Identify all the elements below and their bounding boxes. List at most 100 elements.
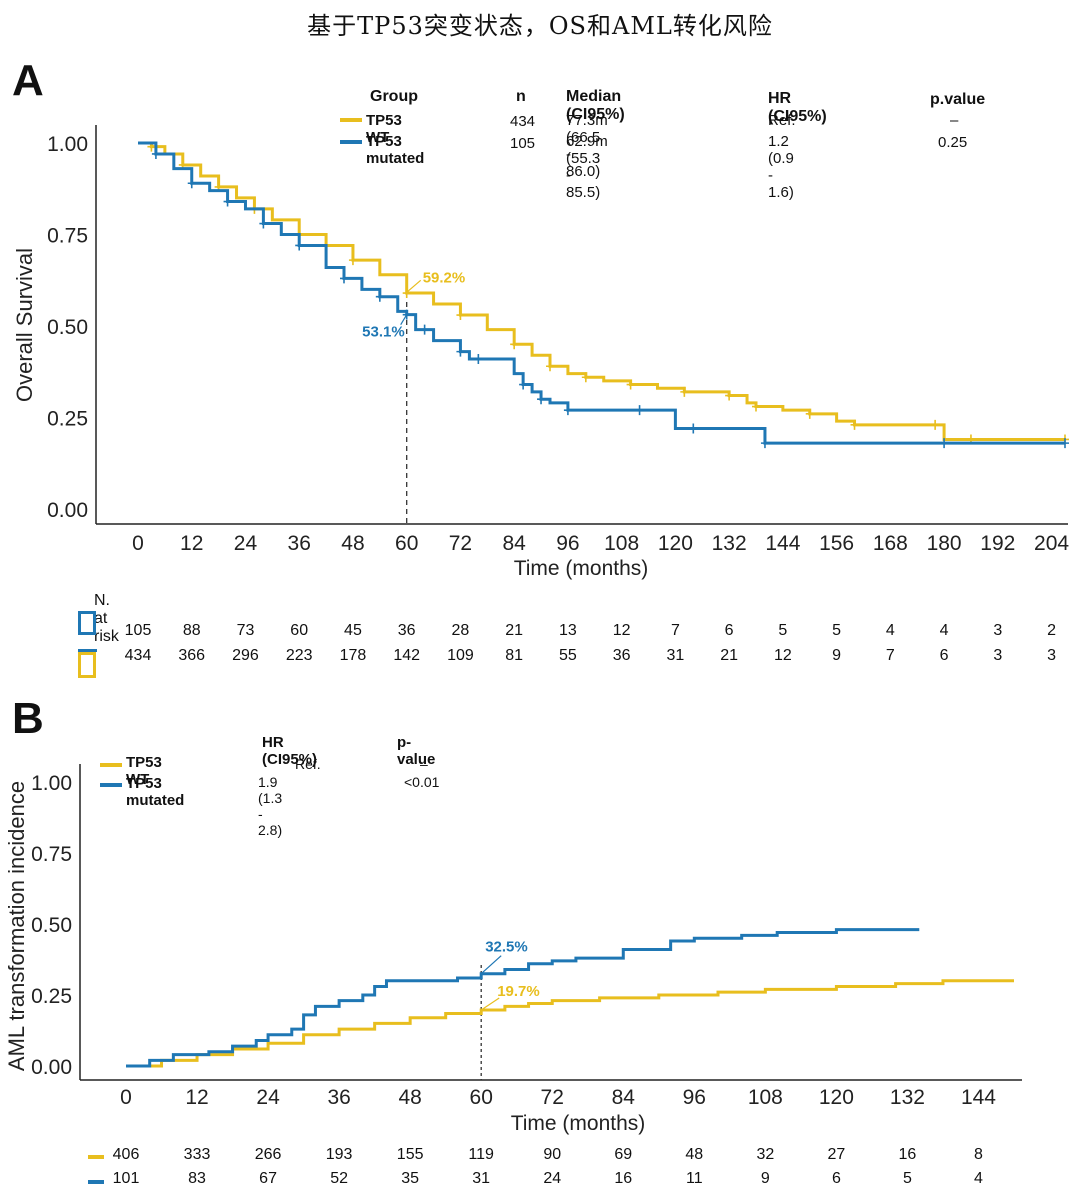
x-tick-label: 36 (288, 532, 311, 555)
risk-b-mutated-count: 6 (831, 1170, 841, 1187)
risk-a-mutated-count: 6 (724, 622, 734, 639)
risk-a-wt-count: 142 (393, 647, 421, 664)
risk-a-mutated-count: 28 (451, 622, 470, 639)
annotation-leader (400, 314, 408, 325)
y-tick-label: 0.50 (47, 316, 88, 339)
censor-mark-tp53-wt (402, 288, 411, 299)
table-b-row-mut-hr: 1.9 (1.3 - 2.8) (258, 774, 283, 838)
censor-mark-tp53-wt (752, 401, 760, 412)
annotation-leader (406, 279, 422, 293)
table-b-row-wt-hr: Ref. (295, 756, 321, 772)
censor-mark-tp53-mutated (940, 438, 949, 449)
censor-mark-tp53-mutated (223, 196, 232, 207)
censor-mark-tp53-mutated (760, 438, 769, 449)
risk-swatch-tick (78, 649, 97, 652)
y-tick-label: 0.00 (47, 499, 88, 522)
risk-a-mutated-count: 5 (832, 622, 842, 639)
censor-mark-tp53-wt (348, 255, 357, 266)
table-a-row-mut-hr: 1.2 (0.9 - 1.6) (768, 133, 794, 201)
risk-b-mutated-count: 52 (330, 1170, 348, 1187)
chart-a-xlabel: Time (months) (514, 557, 649, 580)
risk-b-mutated-count: 5 (902, 1170, 912, 1187)
y-tick-label: 0.50 (31, 914, 72, 937)
x-tick-label: 24 (234, 532, 258, 555)
x-tick-label: 108 (748, 1086, 783, 1109)
censor-mark-tp53-mutated (187, 178, 196, 189)
table-a-row-wt-p: – (950, 112, 959, 129)
risk-a-wt-count: 178 (339, 647, 367, 664)
x-tick-label: 0 (120, 1086, 132, 1109)
table-b-header-p: p-value (397, 734, 436, 768)
censor-mark-tp53-wt (510, 339, 519, 350)
series-line-tp53-mutated (126, 928, 920, 1068)
censor-mark-tp53-wt (805, 408, 814, 419)
chart-b-xlabel: Time (months) (511, 1112, 646, 1135)
x-tick-label: 120 (658, 532, 693, 555)
censor-mark-tp53-wt (931, 419, 940, 430)
risk-a-mutated-count: 3 (993, 622, 1003, 639)
table-b-row-wt-p: – (420, 756, 428, 772)
censor-mark-tp53-mutated (259, 218, 268, 229)
series-line-tp53-mutated (138, 141, 1065, 445)
risk-a-wt-count: 12 (773, 647, 792, 664)
censor-mark-tp53-wt (680, 386, 689, 397)
x-tick-label: 132 (890, 1086, 925, 1109)
risk-a-wt-count: 6 (939, 647, 949, 664)
censor-mark-tp53-mutated (1061, 438, 1069, 449)
risk-b-wt-count: 406 (112, 1146, 140, 1163)
x-tick-label: 60 (470, 1086, 493, 1109)
censor-mark-tp53-mutated (295, 240, 304, 251)
risk-a-wt-count: 109 (447, 647, 474, 664)
censor-mark-tp53-mutated (563, 405, 572, 416)
table-a-row-wt-hr: Ref. (768, 112, 796, 129)
risk-b-wt-count: 48 (685, 1146, 704, 1163)
table-a-row-wt-median: 77.3m (66.5 - 86.0) (566, 112, 608, 180)
y-tick-label: 0.25 (47, 408, 88, 431)
censor-mark-tp53-mutated (689, 423, 698, 434)
risk-a-wt-count: 366 (178, 647, 206, 664)
y-tick-label: 1.00 (47, 133, 88, 156)
x-tick-label: 204 (1034, 532, 1069, 555)
risk-b-mutated-count: 31 (472, 1170, 491, 1187)
risk-a-mutated-count: 21 (505, 622, 524, 639)
x-tick-label: 24 (256, 1086, 280, 1109)
legend-b-swatch-wt (100, 763, 122, 767)
risk-b-wt-count: 155 (396, 1146, 424, 1163)
risk-a-wt-count: 3 (1047, 647, 1057, 664)
table-a-row-mut-median: 62.9m (55.3 - 85.5) (566, 133, 608, 201)
x-tick-label: 84 (502, 532, 526, 555)
panel-a-letter: A (12, 56, 44, 105)
censor-mark-tp53-wt (850, 419, 859, 430)
y-tick-label: 0.00 (31, 1056, 72, 1079)
risk-a-wt-count: 9 (832, 647, 842, 664)
x-tick-label: 36 (327, 1086, 350, 1109)
risk-a-mutated-count: 2 (1047, 622, 1057, 639)
annotation-leader (480, 997, 500, 1011)
risk-b-mutated-count: 9 (760, 1170, 770, 1187)
risk-a-mutated-count: 13 (559, 622, 577, 639)
x-tick-label: 132 (712, 532, 747, 555)
x-tick-label: 120 (819, 1086, 854, 1109)
table-b-header-hr: HR (CI95%) (262, 734, 318, 768)
risk-b-wt-count: 266 (254, 1146, 282, 1163)
y-tick-label: 0.25 (31, 985, 72, 1008)
x-tick-label: 48 (341, 532, 364, 555)
x-tick-label: 72 (449, 532, 472, 555)
censor-mark-tp53-wt (581, 372, 590, 383)
risk-a-mutated-count: 88 (182, 622, 201, 639)
risk-b-swatch-mutated (88, 1180, 104, 1184)
risk-a-wt-count: 81 (505, 647, 524, 664)
censor-mark-tp53-wt (725, 390, 734, 401)
risk-a-mutated-count: 36 (397, 622, 416, 639)
risk-b-mutated-count: 83 (188, 1170, 206, 1187)
risk-a-mutated-count: 45 (344, 622, 362, 639)
risk-b-wt-count: 333 (183, 1146, 211, 1163)
risk-a-wt-count: 3 (993, 647, 1003, 664)
risk-a-wt-count: 21 (720, 647, 739, 664)
risk-a-wt-count: 55 (559, 647, 577, 664)
risk-b-wt-count: 69 (614, 1146, 633, 1163)
table-a-row-wt-n: 434 (510, 113, 536, 130)
panel-b-letter: B (12, 694, 44, 743)
annotation-label: 32.5% (485, 939, 528, 956)
table-a-row-mut-p: 0.25 (938, 134, 968, 151)
